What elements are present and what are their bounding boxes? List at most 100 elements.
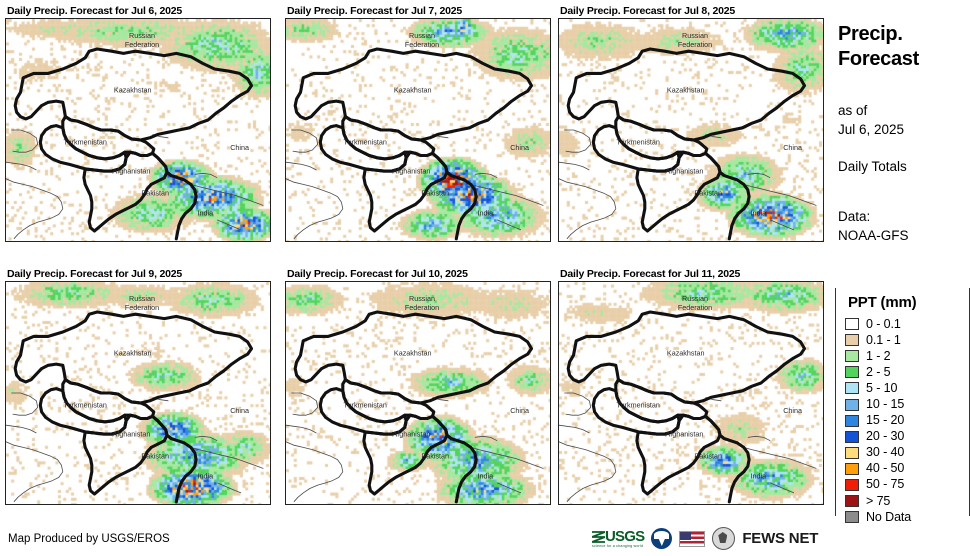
legend-swatch bbox=[845, 495, 859, 508]
country-label: China bbox=[783, 143, 802, 152]
legend-row: 1 - 2 bbox=[845, 348, 969, 364]
coastline-path bbox=[770, 482, 795, 494]
usaid-seal-icon bbox=[712, 527, 736, 550]
country-border-path bbox=[362, 413, 449, 496]
country-label: China bbox=[230, 143, 249, 152]
legend-swatch bbox=[845, 366, 859, 379]
map-panel: Daily Precip. Forecast for Jul 6, 2025 Ru… bbox=[5, 5, 271, 245]
country-label: Turkmenistan bbox=[344, 400, 387, 409]
country-label: Kazakhstan bbox=[667, 348, 705, 357]
legend-row: 5 - 10 bbox=[845, 380, 969, 396]
coastline-path bbox=[470, 184, 544, 206]
legend-label: 20 - 30 bbox=[866, 429, 905, 444]
country-label: Federation bbox=[405, 303, 439, 312]
country-label: Pakistan bbox=[694, 452, 722, 461]
legend-label: 2 - 5 bbox=[866, 364, 891, 379]
country-border-path bbox=[635, 150, 722, 233]
legend-label: 10 - 15 bbox=[866, 397, 905, 412]
legend-label: 1 - 2 bbox=[866, 348, 891, 363]
map-frame: Russian Federation Kazakhstan Turkmenistan A… bbox=[558, 281, 824, 505]
map-panel: Daily Precip. Forecast for Jul 11, 2025 R… bbox=[558, 268, 824, 508]
as-of-date: Jul 6, 2025 bbox=[838, 121, 905, 137]
country-label: Turkmenistan bbox=[344, 137, 387, 146]
country-label: Afghanistan bbox=[665, 429, 703, 438]
footer-credit: Map Produced by USGS/EROS bbox=[8, 533, 170, 545]
coastline-path bbox=[11, 129, 39, 153]
coastline-path bbox=[194, 435, 218, 442]
map-frame: Russian Federation Kazakhstan Turkmenistan A… bbox=[285, 281, 551, 505]
legend-label: 0.1 - 1 bbox=[866, 332, 901, 347]
legend-row: No Data bbox=[845, 509, 969, 525]
country-border-path bbox=[703, 151, 751, 241]
coastline-path bbox=[497, 219, 522, 231]
country-label: Federation bbox=[678, 303, 712, 312]
country-label: Turkmenistan bbox=[64, 137, 107, 146]
map-panel-title: Daily Precip. Forecast for Jul 9, 2025 bbox=[7, 268, 183, 280]
country-label: China bbox=[510, 143, 529, 152]
data-label: Data: bbox=[838, 209, 871, 224]
country-border-path bbox=[430, 151, 478, 241]
country-label: Federation bbox=[125, 40, 159, 49]
legend-swatch bbox=[845, 511, 859, 524]
country-label: Afghanistan bbox=[392, 429, 430, 438]
map-panel: Daily Precip. Forecast for Jul 8, 2025 Ru… bbox=[558, 5, 824, 245]
legend-row: 0.1 - 1 bbox=[845, 332, 969, 348]
map-frame: Russian Federation Kazakhstan Turkmenistan A… bbox=[558, 18, 824, 242]
as-of-label: as of bbox=[838, 103, 868, 118]
coastline-path bbox=[286, 178, 344, 240]
usgs-wordmark-text: USGS bbox=[605, 527, 645, 545]
country-label: Pakistan bbox=[421, 452, 449, 461]
legend-swatch bbox=[845, 398, 859, 411]
coastline-path bbox=[291, 129, 319, 153]
country-border-path bbox=[38, 387, 128, 436]
map-panel: Daily Precip. Forecast for Jul 10, 2025 R… bbox=[285, 268, 551, 508]
coastline-path bbox=[286, 161, 317, 171]
country-label: China bbox=[783, 406, 802, 415]
page-title-line1: Precip. bbox=[838, 23, 903, 45]
country-label: Afghanistan bbox=[665, 166, 703, 175]
country-label: Russian bbox=[409, 31, 435, 40]
legend-swatch bbox=[845, 478, 859, 491]
country-label: Afghanistan bbox=[112, 429, 150, 438]
legend-row: > 75 bbox=[845, 493, 969, 509]
map-panel: Daily Precip. Forecast for Jul 7, 2025 Ru… bbox=[285, 5, 551, 245]
coastline-path bbox=[743, 447, 817, 469]
map-panel-title: Daily Precip. Forecast for Jul 8, 2025 bbox=[560, 5, 736, 17]
coastline-path bbox=[190, 184, 264, 206]
country-label: Russian bbox=[682, 294, 708, 303]
page-title: Precip. Forecast bbox=[838, 22, 970, 72]
legend-label: No Data bbox=[866, 509, 912, 524]
coastline-path bbox=[559, 441, 617, 503]
legend-row: 30 - 40 bbox=[845, 445, 969, 461]
usa-flag-icon bbox=[679, 530, 706, 547]
coastline-path bbox=[217, 219, 242, 231]
legend-swatch bbox=[845, 318, 859, 331]
country-label: India bbox=[478, 472, 494, 481]
country-border-path bbox=[591, 387, 681, 436]
coastline-path bbox=[190, 447, 264, 469]
legend-row: 20 - 30 bbox=[845, 429, 969, 445]
legend-row: 40 - 50 bbox=[845, 461, 969, 477]
country-label: Federation bbox=[405, 40, 439, 49]
country-label: Turkmenistan bbox=[64, 400, 107, 409]
country-label: Kazakhstan bbox=[667, 85, 705, 94]
country-border-path bbox=[591, 124, 681, 173]
country-border-path bbox=[13, 47, 254, 142]
country-label: Kazakhstan bbox=[394, 85, 432, 94]
legend-label: 15 - 20 bbox=[866, 413, 905, 428]
country-border-path bbox=[318, 387, 408, 436]
country-label: Federation bbox=[678, 40, 712, 49]
data-source-value: NOAA-GFS bbox=[838, 227, 909, 243]
country-border-path bbox=[82, 413, 169, 496]
coastline-path bbox=[291, 392, 319, 416]
country-label: Kazakhstan bbox=[114, 348, 152, 357]
usgs-wordmark: USGS bbox=[592, 527, 645, 545]
coastline-path bbox=[11, 392, 39, 416]
map-frame: Russian Federation Kazakhstan Turkmenistan A… bbox=[285, 18, 551, 242]
legend-title: PPT (mm) bbox=[848, 294, 917, 311]
coastline-path bbox=[747, 435, 771, 442]
